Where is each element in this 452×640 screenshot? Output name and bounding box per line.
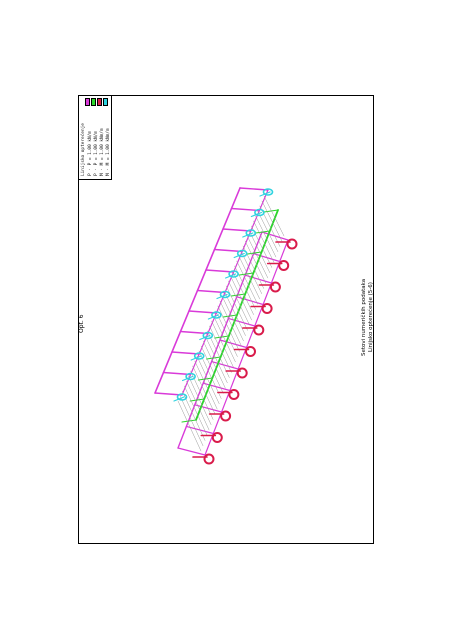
legend-swatch — [97, 98, 102, 106]
caption-subtitle: Linijsko opterećenje (5-6) — [368, 282, 374, 352]
moment-symbol-red — [246, 347, 255, 356]
hatch-line — [184, 386, 207, 435]
moment-symbol-red — [205, 455, 214, 464]
hatch-line — [222, 296, 243, 341]
hatch-line — [186, 381, 209, 430]
moment-symbol-red — [229, 390, 238, 399]
hatch-line — [214, 316, 236, 362]
hatch-line — [195, 361, 217, 409]
legend-swatch — [91, 98, 96, 106]
hatch-line — [228, 281, 249, 325]
moment-symbol-red — [213, 433, 222, 442]
moment-symbol-red — [263, 304, 272, 313]
legend-swatch — [103, 98, 108, 106]
hatch-line — [212, 321, 234, 367]
legend-row: M · M = 1.00 kNm/m — [106, 128, 111, 176]
legend-box: Linijsko opterećenje P · P = 1.00 kN/m P ·… — [79, 96, 112, 180]
hatch-line — [178, 401, 201, 451]
option-label: Opt. 6 — [78, 314, 85, 333]
legend-row: P · P = 1.00 kN/m — [94, 131, 99, 176]
caption-title: Setovi numeričkih podataka — [361, 279, 367, 356]
legend-title: Linijsko opterećenje — [81, 123, 86, 176]
moment-symbol-red — [279, 261, 288, 270]
hatch-line — [205, 336, 227, 383]
hatch-line — [180, 396, 203, 446]
moment-symbol-red — [238, 369, 247, 378]
moment-symbol-red — [221, 412, 230, 421]
hatch-line — [230, 276, 251, 320]
legend-row: P · P = 1.00 kN/m — [88, 131, 93, 176]
moment-symbol-red — [271, 283, 280, 292]
hatch-line — [209, 326, 231, 372]
hatch-line — [218, 306, 240, 351]
legend-row: M · M = 1.00 kNm/m — [100, 128, 105, 176]
moment-symbol-red — [254, 326, 263, 335]
moment-symbol-red — [288, 240, 297, 249]
lower-frame-tie — [178, 448, 205, 455]
legend-swatch — [85, 98, 90, 106]
hatch-line — [220, 301, 242, 346]
hatch-line — [233, 271, 254, 315]
